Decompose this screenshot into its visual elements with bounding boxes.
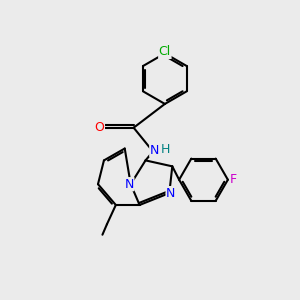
Text: N: N [124, 178, 134, 191]
Text: N: N [166, 187, 176, 200]
Text: N: N [150, 143, 159, 157]
Text: O: O [94, 121, 104, 134]
Text: F: F [230, 173, 237, 186]
Text: Cl: Cl [159, 45, 171, 58]
Text: H: H [161, 142, 170, 156]
